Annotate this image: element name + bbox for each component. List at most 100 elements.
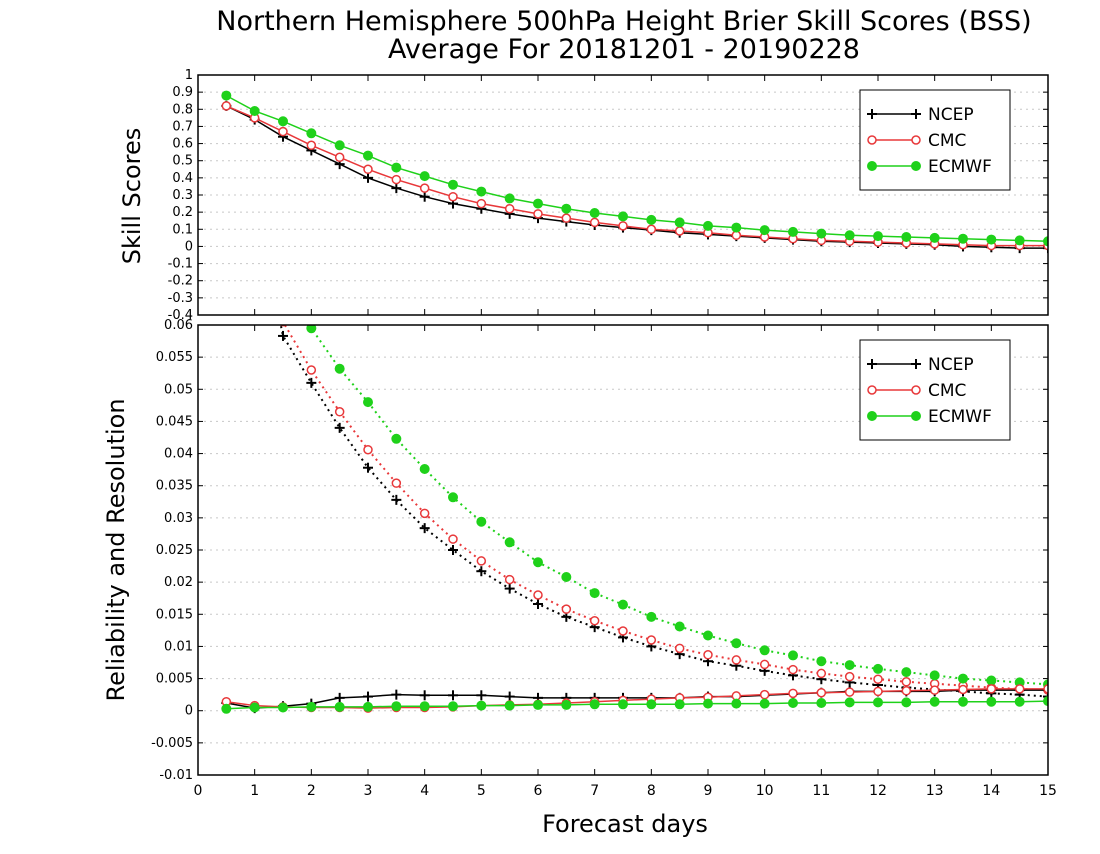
- ecmwf-reliability-point: [249, 702, 260, 713]
- reliability-resolution-y-tick-label: 0.05: [164, 382, 193, 397]
- x-tick-label: 11: [812, 783, 830, 799]
- skill-score-legend: NCEP CMC ECMWF: [859, 89, 1011, 191]
- legend-marker: [911, 411, 921, 421]
- reliability-resolution-y-tick-label: -0.005: [151, 736, 193, 751]
- cmc-resolution-point: [589, 615, 600, 626]
- cmc-resolution-point: [646, 635, 657, 645]
- ecmwf-resolution-point: [731, 638, 742, 649]
- legend-marker: [867, 411, 877, 421]
- ecmwf-resolution-point: [958, 673, 968, 684]
- reliability-resolution-y-tick-label: 0.04: [164, 447, 193, 462]
- cmc-reliability-point: [929, 685, 940, 695]
- cmc-resolution-point: [703, 650, 713, 660]
- legend-item-ncep: NCEP: [867, 355, 974, 375]
- skill-score-frame: [197, 74, 1049, 316]
- x-tick-label: 8: [647, 783, 656, 799]
- ncep-resolution-point: [363, 462, 373, 473]
- ecmwf-resolution-point: [504, 537, 515, 548]
- ecmwf-reliability-point: [618, 699, 628, 710]
- ecmwf-resolution-point: [873, 663, 883, 674]
- skill-score-y-tick-label: -0.2: [168, 274, 193, 289]
- ncep-reliability-point: [448, 690, 458, 701]
- ecmwf-point: [334, 140, 345, 151]
- ecmwf-point: [221, 90, 232, 101]
- skill-score-y-tick-label: 0: [185, 239, 193, 254]
- ecmwf-point: [674, 217, 685, 228]
- ecmwf-resolution-point: [816, 656, 827, 667]
- ncep-reliability-point: [419, 690, 430, 701]
- ecmwf-reliability-line: [226, 700, 1048, 710]
- ecmwf-resolution-point: [533, 557, 543, 568]
- cmc-resolution-point: [391, 478, 402, 488]
- ecmwf-reliability-point: [674, 699, 685, 710]
- ecmwf-resolution-point: [901, 667, 912, 678]
- ecmwf-reliability-point: [221, 703, 232, 714]
- ecmwf-resolution-point: [391, 433, 402, 444]
- legend-label: NCEP: [928, 105, 974, 125]
- ecmwf-reliability-point: [363, 701, 373, 712]
- x-tick-label: 4: [420, 783, 429, 799]
- ecmwf-reliability-point: [986, 696, 997, 707]
- cmc-reliability-point: [844, 687, 855, 697]
- ecmwf-resolution-point: [788, 650, 798, 661]
- ncep-resolution-point: [476, 566, 487, 577]
- skill-score-y-tick-label: 0.5: [172, 154, 193, 169]
- ecmwf-reliability-point: [448, 701, 458, 712]
- legend-marker: [867, 385, 877, 395]
- ecmwf-reliability-point: [731, 698, 742, 709]
- ecmwf-resolution-point: [561, 572, 572, 582]
- ecmwf-resolution-point: [674, 621, 685, 632]
- ecmwf-resolution-point: [618, 599, 628, 610]
- ecmwf-reliability-point: [561, 699, 572, 710]
- ecmwf-point: [278, 116, 288, 127]
- cmc-point: [448, 191, 458, 202]
- ncep-reliability-point: [504, 691, 515, 702]
- legend-label: ECMWF: [928, 407, 992, 427]
- x-tick-label: 12: [869, 783, 887, 799]
- ncep-resolution-point: [278, 330, 288, 341]
- legend-item-ecmwf: ECMWF: [867, 407, 992, 427]
- skill-score-y-tick-label: -0.4: [168, 308, 193, 323]
- cmc-resolution-point: [816, 668, 827, 679]
- ecmwf-point: [561, 203, 572, 214]
- cmc-point: [561, 213, 572, 223]
- ecmwf-point: [703, 220, 713, 231]
- cmc-reliability-point: [816, 687, 827, 698]
- reliability-resolution-y-tick-label: 0.005: [156, 672, 193, 687]
- ecmwf-reliability-point: [816, 698, 827, 708]
- ecmwf-reliability-point: [958, 696, 968, 707]
- ecmwf-reliability-point: [419, 701, 430, 712]
- x-tick-label: 1: [250, 783, 259, 799]
- legend-marker: [867, 161, 877, 171]
- skill-score-y-tick-label: 0.3: [172, 188, 193, 203]
- x-tick-label: 15: [1039, 783, 1057, 799]
- bottom-panel-y-axis-label: Reliability and Resolution: [102, 398, 130, 701]
- ncep-resolution-point: [448, 545, 458, 555]
- x-axis-label: Forecast days: [542, 810, 708, 838]
- x-tick-label: 7: [590, 783, 599, 799]
- reliability-resolution-y-tick-label: 0.045: [156, 414, 193, 429]
- cmc-point: [646, 224, 657, 235]
- ecmwf-point: [759, 225, 770, 236]
- cmc-resolution-point: [476, 556, 487, 566]
- ecmwf-resolution-point: [448, 492, 458, 503]
- skill-score-series-group: [221, 90, 1048, 254]
- reliability-resolution-y-tick-label: 0.02: [164, 575, 193, 590]
- legend-label: CMC: [928, 381, 966, 401]
- ecmwf-resolution-point: [250, 128, 259, 137]
- ncep-resolution-point: [504, 583, 515, 594]
- skill-score-y-tick-label: 0.1: [172, 222, 193, 237]
- cmc-reliability-point: [788, 688, 798, 699]
- legend-item-ncep: NCEP: [867, 105, 974, 125]
- cmc-reliability-point: [958, 684, 968, 695]
- cmc-resolution-point: [533, 590, 543, 600]
- ncep-resolution-point: [533, 599, 543, 609]
- cmc-reliability-point: [1043, 684, 1048, 694]
- ecmwf-point: [448, 179, 458, 190]
- ecmwf-resolution-point: [279, 224, 288, 233]
- cmc-resolution-point: [618, 626, 628, 636]
- ncep-reliability-point: [391, 689, 402, 700]
- ncep-reliability-point: [363, 691, 373, 702]
- reliability-resolution-y-tick-label: 0.01: [164, 639, 193, 654]
